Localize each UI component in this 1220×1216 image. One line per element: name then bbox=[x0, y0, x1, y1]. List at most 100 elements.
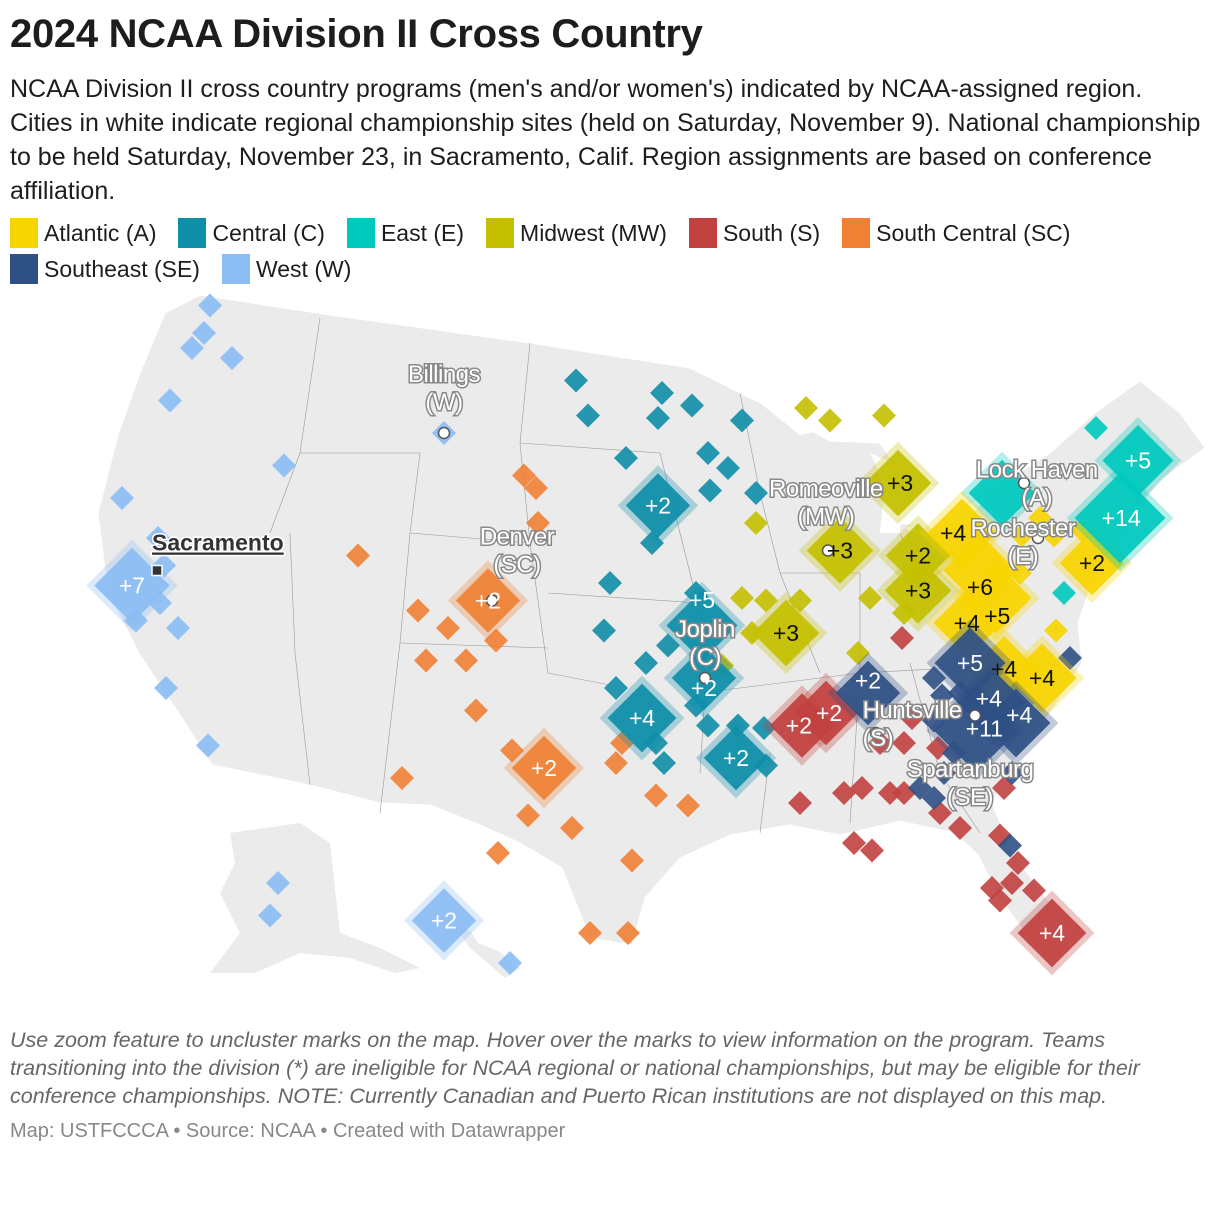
program-marker[interactable] bbox=[1058, 646, 1082, 670]
program-marker[interactable] bbox=[560, 816, 584, 840]
program-marker[interactable] bbox=[850, 776, 874, 800]
program-cluster-marker[interactable] bbox=[761, 685, 843, 766]
program-marker[interactable] bbox=[744, 511, 768, 535]
program-cluster-marker[interactable] bbox=[827, 652, 909, 734]
program-cluster-marker[interactable] bbox=[503, 727, 585, 809]
program-marker[interactable] bbox=[1010, 523, 1034, 548]
program-marker[interactable] bbox=[436, 616, 460, 640]
program-marker[interactable] bbox=[794, 396, 818, 420]
program-marker[interactable] bbox=[158, 388, 182, 413]
program-cluster-marker[interactable] bbox=[926, 619, 1014, 707]
program-marker[interactable] bbox=[842, 831, 866, 855]
program-cluster-marker[interactable] bbox=[1066, 464, 1174, 572]
program-cluster-marker[interactable] bbox=[617, 465, 699, 546]
program-marker[interactable] bbox=[1000, 871, 1024, 895]
program-marker[interactable] bbox=[1042, 523, 1066, 548]
program-marker[interactable] bbox=[818, 408, 842, 433]
program-marker[interactable] bbox=[620, 848, 644, 873]
program-marker[interactable] bbox=[652, 751, 676, 775]
program-marker[interactable] bbox=[592, 618, 616, 643]
national-championship-site[interactable] bbox=[151, 564, 163, 577]
program-cluster-marker[interactable] bbox=[599, 675, 685, 761]
program-marker[interactable] bbox=[680, 393, 704, 418]
program-marker[interactable] bbox=[578, 921, 602, 945]
regional-site[interactable] bbox=[485, 594, 499, 607]
program-marker[interactable] bbox=[180, 336, 204, 360]
program-marker[interactable] bbox=[696, 713, 720, 738]
regional-site[interactable] bbox=[968, 709, 982, 722]
program-marker[interactable] bbox=[730, 408, 754, 433]
program-marker[interactable] bbox=[1052, 581, 1076, 605]
program-marker[interactable] bbox=[644, 783, 668, 808]
program-marker[interactable] bbox=[860, 838, 884, 863]
program-marker[interactable] bbox=[604, 751, 628, 775]
program-marker[interactable] bbox=[740, 621, 764, 645]
program-marker[interactable] bbox=[788, 588, 812, 613]
program-marker[interactable] bbox=[922, 786, 946, 810]
program-cluster-marker[interactable] bbox=[856, 441, 940, 525]
program-marker[interactable] bbox=[604, 676, 628, 700]
program-marker[interactable] bbox=[858, 586, 882, 610]
program-marker[interactable] bbox=[598, 571, 622, 595]
regional-site[interactable] bbox=[1017, 476, 1031, 490]
program-marker[interactable] bbox=[998, 833, 1022, 858]
program-marker[interactable] bbox=[650, 381, 674, 405]
program-marker[interactable] bbox=[1084, 416, 1108, 440]
program-marker[interactable] bbox=[730, 586, 754, 610]
program-cluster-marker[interactable] bbox=[960, 451, 1044, 535]
program-marker[interactable] bbox=[872, 403, 896, 428]
program-marker[interactable] bbox=[932, 761, 956, 785]
program-cluster-marker[interactable] bbox=[403, 880, 485, 961]
program-marker[interactable] bbox=[486, 841, 510, 865]
program-marker[interactable] bbox=[258, 903, 282, 928]
program-marker[interactable] bbox=[698, 478, 722, 503]
program-marker[interactable] bbox=[166, 616, 190, 640]
program-marker[interactable] bbox=[498, 951, 522, 975]
program-marker[interactable] bbox=[930, 683, 954, 708]
program-cluster-marker[interactable] bbox=[744, 591, 828, 675]
regional-site[interactable] bbox=[869, 726, 883, 740]
program-marker[interactable] bbox=[892, 731, 916, 755]
program-marker[interactable] bbox=[846, 641, 870, 665]
program-marker[interactable] bbox=[1022, 878, 1046, 903]
program-marker[interactable] bbox=[890, 626, 914, 650]
program-marker[interactable] bbox=[564, 368, 588, 393]
program-marker[interactable] bbox=[988, 888, 1012, 913]
program-marker[interactable] bbox=[576, 403, 600, 428]
program-marker[interactable] bbox=[110, 486, 134, 510]
program-marker[interactable] bbox=[1028, 506, 1052, 530]
regional-site[interactable] bbox=[437, 426, 451, 440]
program-marker[interactable] bbox=[646, 406, 670, 430]
map[interactable]: +2+2+2+2+2 +2+2+2+2+2+2+3+3+3+3+3+4+4+4+4… bbox=[0, 288, 1220, 1018]
program-marker[interactable] bbox=[1006, 851, 1030, 875]
program-marker[interactable] bbox=[272, 453, 296, 478]
program-marker[interactable] bbox=[406, 598, 430, 623]
program-marker[interactable] bbox=[414, 648, 438, 673]
program-marker[interactable] bbox=[524, 476, 548, 500]
regional-site[interactable] bbox=[698, 671, 712, 685]
program-marker[interactable] bbox=[346, 543, 370, 568]
program-marker[interactable] bbox=[192, 321, 216, 345]
program-marker[interactable] bbox=[744, 481, 768, 505]
program-marker[interactable] bbox=[696, 441, 720, 465]
program-marker[interactable] bbox=[500, 738, 524, 763]
program-marker[interactable] bbox=[878, 781, 902, 805]
program-marker[interactable] bbox=[516, 803, 540, 828]
program-marker[interactable] bbox=[656, 633, 680, 658]
program-marker[interactable] bbox=[220, 346, 244, 370]
program-marker[interactable] bbox=[788, 791, 812, 815]
program-marker[interactable] bbox=[614, 446, 638, 470]
program-marker[interactable] bbox=[634, 651, 658, 675]
program-marker[interactable] bbox=[154, 676, 178, 700]
program-marker[interactable] bbox=[146, 526, 170, 550]
program-cluster-marker[interactable] bbox=[925, 680, 1027, 781]
program-marker[interactable] bbox=[948, 816, 972, 840]
program-marker[interactable] bbox=[900, 706, 924, 730]
program-marker[interactable] bbox=[832, 781, 856, 805]
program-marker[interactable] bbox=[512, 463, 536, 488]
program-marker[interactable] bbox=[1000, 761, 1024, 785]
program-cluster-marker[interactable] bbox=[1009, 890, 1095, 976]
program-marker[interactable] bbox=[390, 766, 414, 790]
program-cluster-marker[interactable] bbox=[935, 525, 1025, 616]
program-cluster-marker[interactable] bbox=[798, 509, 882, 592]
